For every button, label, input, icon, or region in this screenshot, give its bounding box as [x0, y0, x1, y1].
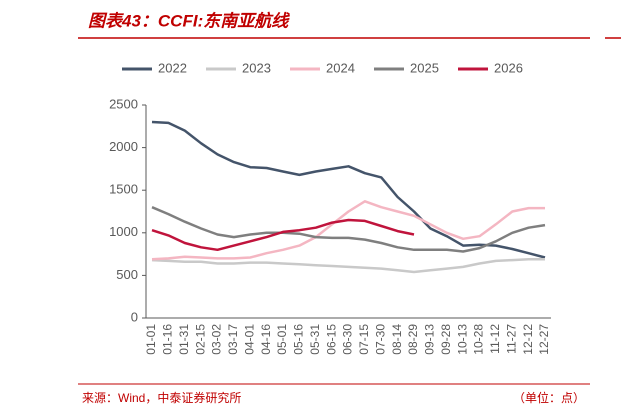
- x-tick-label: 01-16: [161, 324, 175, 355]
- y-tick-label: 1500: [109, 182, 138, 197]
- x-tick-label: 03-02: [210, 324, 224, 355]
- source: 来源：Wind，中泰证券研究所: [82, 390, 241, 405]
- x-tick-label: 02-15: [193, 324, 207, 355]
- x-tick-label: 11-27: [504, 324, 518, 354]
- y-tick-label: 0: [131, 309, 138, 324]
- x-tick-label: 05-16: [292, 324, 306, 355]
- series-line: [151, 218, 415, 252]
- y-tick-label: 500: [116, 267, 138, 282]
- series-line: [151, 120, 546, 259]
- y-tick-label: 2500: [109, 96, 138, 111]
- x-tick-label: 05-31: [308, 324, 322, 355]
- x-tick-label: 05-01: [275, 324, 289, 355]
- x-tick-label: 04-01: [242, 324, 256, 355]
- x-tick-label: 01-01: [144, 324, 158, 355]
- x-tick-label: 06-30: [341, 324, 355, 355]
- series-line: [151, 206, 546, 253]
- unit: （单位：点）: [513, 390, 585, 405]
- x-tick-label: 07-30: [373, 324, 387, 355]
- x-tick-label: 10-13: [455, 324, 469, 355]
- x-tick-label: 09-13: [423, 324, 437, 355]
- legend-label: 2026: [494, 60, 523, 75]
- x-tick-label: 08-14: [390, 324, 404, 355]
- legend-label: 2025: [410, 60, 439, 75]
- x-tick-label: 04-16: [259, 324, 273, 355]
- legend-label: 2022: [158, 60, 187, 75]
- x-tick-label: 10-28: [472, 324, 486, 355]
- x-tick-label: 01-31: [177, 324, 191, 355]
- y-tick-label: 2000: [109, 139, 138, 154]
- x-tick-label: 11-12: [488, 324, 502, 354]
- series-line: [151, 257, 545, 274]
- x-tick-label: 09-28: [439, 324, 453, 355]
- x-tick-label: 07-15: [357, 324, 371, 355]
- x-tick-label: 06-15: [324, 324, 338, 355]
- legend-label: 2024: [326, 60, 355, 75]
- chart-title: 图表43：CCFI:东南亚航线: [88, 11, 290, 30]
- x-tick-label: 08-29: [406, 324, 420, 355]
- series-line: [151, 200, 545, 261]
- x-tick-label: 03-17: [226, 324, 240, 355]
- legend-label: 2023: [242, 60, 271, 75]
- y-tick-label: 1000: [109, 224, 138, 239]
- x-tick-label: 12-12: [521, 324, 535, 355]
- x-tick-label: 12-27: [537, 324, 551, 355]
